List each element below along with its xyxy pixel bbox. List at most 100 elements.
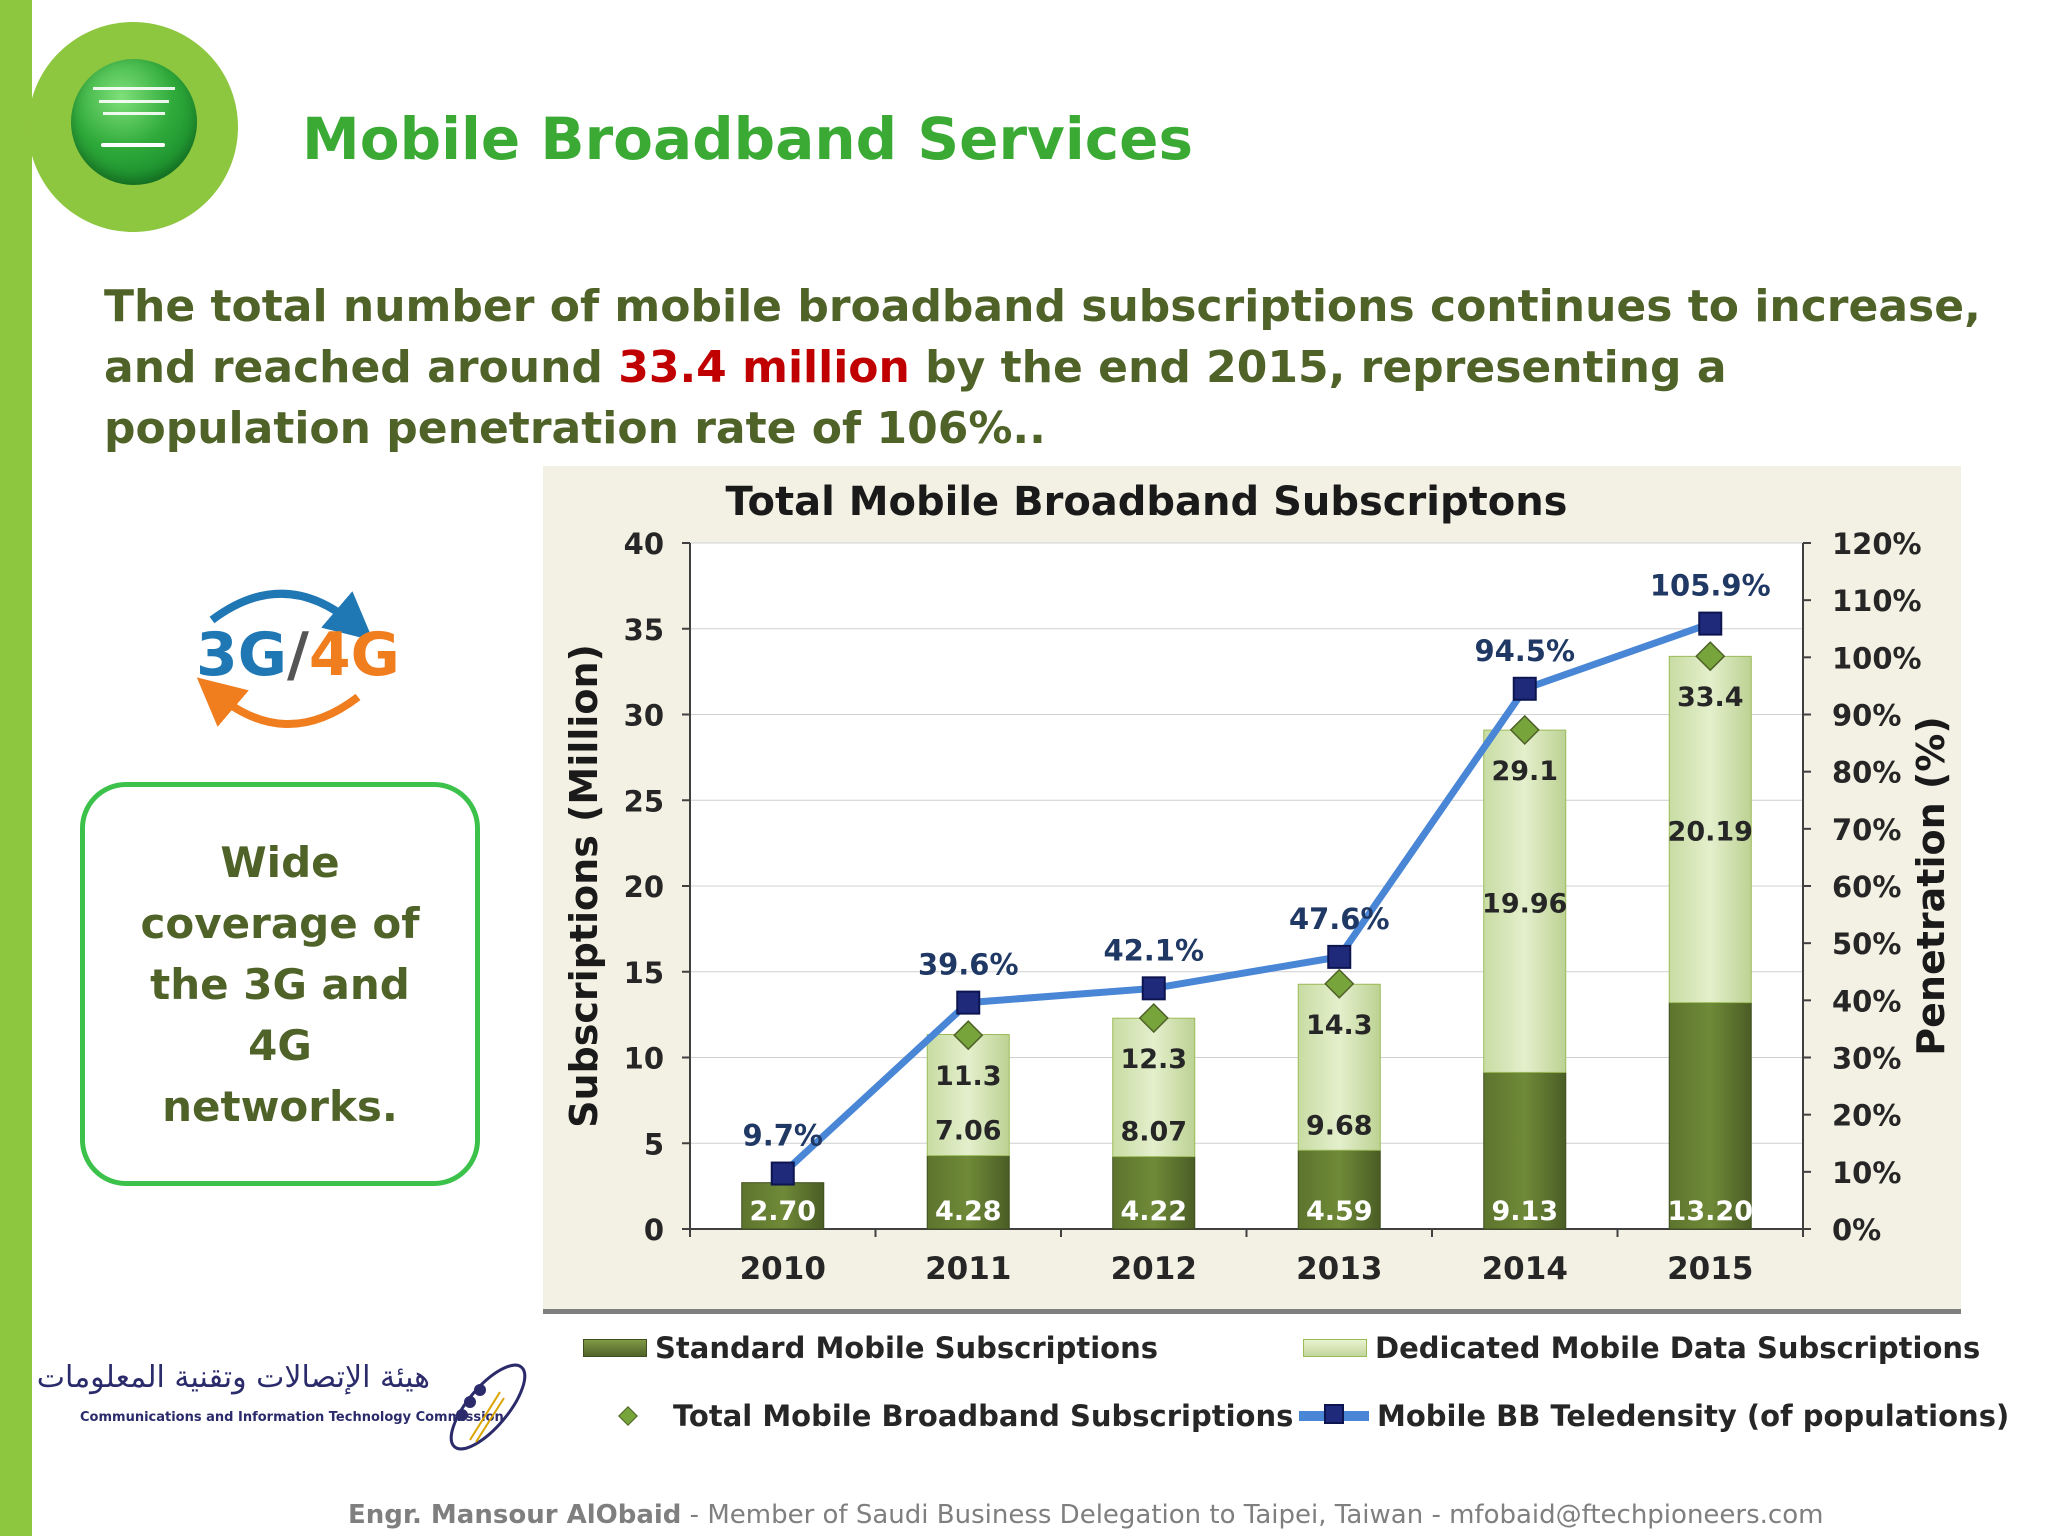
bar-standard bbox=[926, 1155, 1010, 1230]
bar-standard-label: 9.13 bbox=[1491, 1196, 1558, 1227]
x-tick-label: 2011 bbox=[925, 1251, 1011, 1287]
teledensity-label: 105.9% bbox=[1650, 569, 1771, 603]
legend-teledensity: Mobile BB Teledensity (of populations) bbox=[1299, 1399, 2009, 1433]
y-tick-label: 20 bbox=[624, 870, 664, 904]
y2-tick-label: 100% bbox=[1832, 641, 1922, 675]
teledensity-label: 9.7% bbox=[743, 1119, 823, 1153]
bar-dedicated-label: 9.68 bbox=[1306, 1110, 1373, 1141]
y2-tick-label: 80% bbox=[1832, 756, 1901, 790]
left-accent-bar bbox=[0, 0, 32, 1536]
3g-4g-arrows-icon bbox=[196, 589, 374, 728]
y2-tick-label: 60% bbox=[1832, 870, 1901, 904]
bar-dedicated bbox=[1483, 729, 1567, 1073]
bar-dedicated-label: 7.06 bbox=[935, 1116, 1002, 1147]
y2-axis-title: Penetration (%) bbox=[1909, 716, 1953, 1055]
legend-total: Total Mobile Broadband Subscriptions bbox=[599, 1399, 1293, 1433]
teledensity-marker bbox=[1141, 976, 1166, 1001]
teledensity-line bbox=[780, 620, 1712, 1177]
bar-standard bbox=[1297, 1149, 1381, 1230]
total-marker bbox=[1695, 641, 1726, 672]
total-marker bbox=[1324, 968, 1355, 999]
chart-legend: Standard Mobile Subscriptions Dedicated … bbox=[543, 1314, 2009, 1454]
y-axis-title: Subscriptions (Million) bbox=[562, 644, 606, 1128]
y-tick-label: 0 bbox=[644, 1213, 664, 1247]
total-marker bbox=[953, 1020, 984, 1051]
3g-4g-badge: 3G/4G bbox=[196, 620, 400, 690]
total-label: 33.4 bbox=[1677, 682, 1744, 713]
total-label: 29.1 bbox=[1491, 756, 1558, 787]
x-tick-label: 2014 bbox=[1482, 1251, 1568, 1287]
badge-3g: 3G bbox=[196, 620, 287, 690]
teledensity-label: 47.6% bbox=[1289, 902, 1390, 936]
badge-slash: / bbox=[287, 620, 309, 690]
bar-standard-label: 13.20 bbox=[1668, 1196, 1753, 1227]
x-tick-label: 2010 bbox=[740, 1251, 826, 1287]
y2-tick-label: 20% bbox=[1832, 1099, 1901, 1133]
coverage-callout: Wide coverage of the 3G and 4G networks. bbox=[80, 782, 480, 1186]
y-tick-label: 15 bbox=[624, 956, 664, 990]
legend-standard-swatch bbox=[583, 1339, 647, 1357]
bar-dedicated-label: 19.96 bbox=[1482, 888, 1567, 919]
teledensity-marker bbox=[1327, 944, 1352, 969]
teledensity-marker bbox=[1698, 611, 1723, 636]
y2-tick-label: 40% bbox=[1832, 984, 1901, 1018]
bar-dedicated bbox=[1668, 655, 1752, 1004]
legend-standard: Standard Mobile Subscriptions bbox=[583, 1331, 1158, 1365]
badge-4g: 4G bbox=[308, 620, 400, 690]
legend-dedicated-swatch bbox=[1303, 1339, 1367, 1357]
bar-dedicated-label: 8.07 bbox=[1120, 1117, 1187, 1148]
bar-standard bbox=[741, 1182, 825, 1230]
citc-english-name: Communications and Information Technolog… bbox=[80, 1410, 504, 1425]
total-label: 14.3 bbox=[1306, 1010, 1373, 1041]
bar-standard bbox=[1112, 1156, 1196, 1230]
flag-sword-shape bbox=[101, 143, 165, 147]
chart-title: Total Mobile Broadband Subscriptons bbox=[726, 479, 1568, 525]
x-tick-label: 2015 bbox=[1667, 1251, 1753, 1287]
coverage-text: Wide coverage of the 3G and 4G networks. bbox=[140, 837, 420, 1131]
bar-standard-label: 4.28 bbox=[935, 1196, 1002, 1227]
flag-inner bbox=[71, 59, 197, 185]
y2-tick-label: 50% bbox=[1832, 927, 1901, 961]
total-label: 11.3 bbox=[935, 1061, 1002, 1092]
teledensity-label: 39.6% bbox=[918, 948, 1019, 982]
legend-teledensity-swatch bbox=[1299, 1404, 1369, 1424]
legend-dedicated-label: Dedicated Mobile Data Subscriptions bbox=[1375, 1331, 1981, 1365]
total-marker bbox=[1509, 714, 1540, 745]
y2-tick-label: 110% bbox=[1832, 584, 1922, 618]
citc-arabic-name: هيئة الإتصالات وتقنية المعلومات bbox=[36, 1360, 430, 1395]
y2-tick-label: 30% bbox=[1832, 1042, 1901, 1076]
teledensity-marker bbox=[770, 1161, 795, 1186]
x-tick-label: 2013 bbox=[1296, 1251, 1382, 1287]
saudi-flag-icon bbox=[28, 22, 238, 232]
x-tick-label: 2012 bbox=[1111, 1251, 1197, 1287]
flag-script-shape bbox=[93, 87, 175, 134]
footer-text: - Member of Saudi Business Delegation to… bbox=[681, 1500, 1824, 1530]
y2-tick-label: 0% bbox=[1832, 1213, 1881, 1247]
y2-tick-label: 90% bbox=[1832, 699, 1901, 733]
broadband-chart: Total Mobile Broadband Subscriptons 0 5 10 1… bbox=[562, 479, 1953, 1287]
intro-text-1: The total number of mobile broadband sub… bbox=[104, 281, 1981, 393]
bar-standard bbox=[1668, 1002, 1752, 1230]
legend-dedicated: Dedicated Mobile Data Subscriptions bbox=[1303, 1331, 1980, 1365]
total-label: 12.3 bbox=[1120, 1044, 1187, 1075]
bar-standard-label: 2.70 bbox=[749, 1196, 816, 1227]
y-tick-label: 30 bbox=[624, 699, 664, 733]
total-marker bbox=[1138, 1002, 1169, 1034]
bar-dedicated bbox=[1297, 983, 1381, 1151]
y-tick-label: 35 bbox=[624, 613, 664, 647]
bar-dedicated-label: 20.19 bbox=[1668, 816, 1753, 847]
slide-title: Mobile Broadband Services bbox=[302, 105, 1193, 173]
y-tick-label: 25 bbox=[624, 784, 664, 818]
teledensity-marker bbox=[1512, 676, 1537, 701]
intro-highlight: 33.4 million bbox=[618, 342, 910, 393]
y2-tick-label: 10% bbox=[1832, 1156, 1901, 1190]
teledensity-label: 42.1% bbox=[1103, 933, 1204, 967]
citc-logo-icon bbox=[449, 1363, 527, 1451]
y2-tick-label: 120% bbox=[1832, 527, 1922, 561]
legend-total-label: Total Mobile Broadband Subscriptions bbox=[673, 1399, 1294, 1433]
y-tick-label: 10 bbox=[624, 1042, 664, 1076]
teledensity-marker bbox=[956, 990, 981, 1015]
legend-total-swatch bbox=[618, 1406, 638, 1426]
legend-teledensity-label: Mobile BB Teledensity (of populations) bbox=[1377, 1399, 2010, 1433]
y2-tick-label: 70% bbox=[1832, 813, 1901, 847]
